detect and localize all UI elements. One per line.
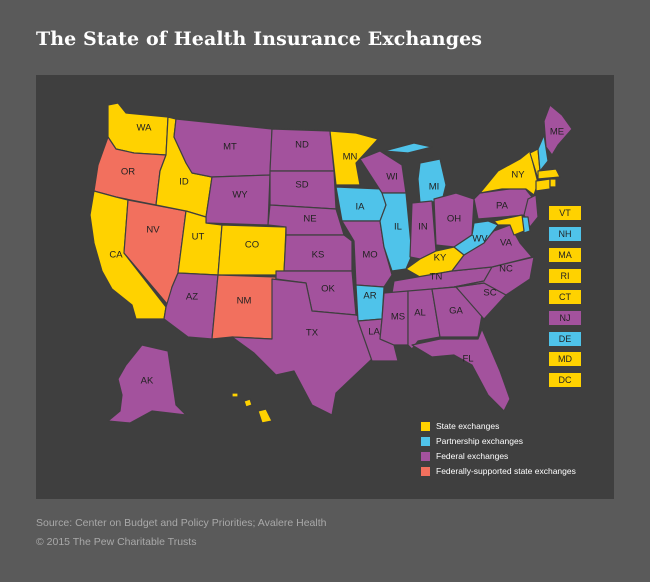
- label-co: CO: [245, 240, 259, 251]
- label-al: AL: [414, 308, 426, 319]
- label-ky: KY: [434, 253, 447, 264]
- label-ny: NY: [511, 170, 525, 181]
- label-wv: WV: [472, 234, 488, 245]
- label-va: VA: [500, 238, 513, 249]
- state-ga[interactable]: [431, 286, 483, 338]
- label-pa: PA: [496, 201, 509, 212]
- label-ut: UT: [192, 232, 205, 243]
- legend-label: Federal exchanges: [436, 451, 509, 461]
- label-mo: MO: [362, 250, 377, 261]
- small-state-code: DE: [558, 334, 572, 344]
- small-state-code: VT: [559, 208, 571, 218]
- label-oh: OH: [447, 214, 461, 225]
- label-nc: NC: [499, 264, 513, 275]
- map-panel: WA OR CA NV ID MT WY UT CO AZ NM ND SD N…: [36, 75, 614, 499]
- small-state-badge-nh: NH: [549, 227, 581, 241]
- label-sd: SD: [295, 180, 308, 191]
- label-sc: SC: [483, 288, 496, 299]
- label-fl: FL: [462, 354, 473, 365]
- small-state-badge-vt: VT: [549, 206, 581, 220]
- legend-swatch: [421, 452, 430, 461]
- label-or: OR: [121, 167, 135, 178]
- state-ak[interactable]: [107, 344, 187, 424]
- label-il: IL: [394, 222, 402, 233]
- legend-label: Federally-supported state exchanges: [436, 466, 576, 476]
- state-ks[interactable]: [283, 234, 353, 272]
- label-id: ID: [179, 177, 189, 188]
- label-wy: WY: [232, 190, 248, 201]
- state-ny[interactable]: [479, 150, 539, 196]
- label-me: ME: [550, 127, 564, 138]
- label-mi: MI: [429, 182, 440, 193]
- small-state-badge-ma: MA: [549, 248, 581, 262]
- label-ak: AK: [141, 376, 154, 387]
- legend-swatch: [421, 422, 430, 431]
- label-az: AZ: [186, 292, 198, 303]
- state-nc[interactable]: [453, 256, 535, 296]
- small-state-badge-md: MD: [549, 352, 581, 366]
- label-ar: AR: [363, 291, 376, 302]
- source-note: Source: Center on Budget and Policy Prio…: [36, 517, 327, 529]
- label-ca: CA: [109, 250, 123, 261]
- legend-swatch: [421, 467, 430, 476]
- state-mn[interactable]: [329, 130, 379, 186]
- label-ga: GA: [449, 306, 463, 317]
- state-hi-3[interactable]: [257, 408, 273, 424]
- label-ia: IA: [356, 202, 366, 213]
- small-state-code: NJ: [559, 313, 571, 323]
- legend-label: Partnership exchanges: [436, 436, 523, 446]
- small-state-code: MD: [558, 354, 572, 364]
- legend-swatch: [421, 437, 430, 446]
- label-la: LA: [368, 327, 380, 338]
- small-state-code: RI: [560, 271, 570, 281]
- state-nh[interactable]: [537, 134, 549, 172]
- state-nm[interactable]: [211, 274, 277, 340]
- legend-label: State exchanges: [436, 421, 500, 431]
- label-wa: WA: [137, 123, 153, 134]
- us-map: WA OR CA NV ID MT WY UT CO AZ NM ND SD N…: [89, 102, 573, 424]
- label-ks: KS: [312, 250, 325, 261]
- small-state-code: MA: [558, 250, 572, 260]
- label-tn: TN: [430, 272, 443, 283]
- state-wv[interactable]: [453, 220, 499, 256]
- state-ri[interactable]: [549, 178, 557, 188]
- label-wi: WI: [386, 172, 398, 183]
- label-nd: ND: [295, 140, 309, 151]
- state-fl[interactable]: [411, 328, 511, 412]
- label-ne: NE: [303, 214, 316, 225]
- small-state-code: CT: [559, 292, 571, 302]
- small-state-code: NH: [558, 229, 572, 239]
- state-wy[interactable]: [205, 174, 271, 226]
- label-tx: TX: [306, 328, 319, 339]
- small-state-badge-ri: RI: [549, 269, 581, 283]
- state-md[interactable]: [493, 214, 525, 236]
- small-state-code: DC: [558, 375, 572, 385]
- page-title: The State of Health Insurance Exchanges: [36, 28, 483, 50]
- state-ct[interactable]: [535, 178, 551, 192]
- label-mn: MN: [343, 152, 358, 163]
- copyright-note: © 2015 The Pew Charitable Trusts: [36, 536, 197, 548]
- label-mt: MT: [223, 142, 237, 153]
- state-il[interactable]: [379, 192, 413, 272]
- state-me[interactable]: [543, 104, 573, 156]
- state-wi[interactable]: [359, 150, 407, 194]
- small-state-badge-de: DE: [549, 332, 581, 346]
- state-ma[interactable]: [537, 168, 561, 180]
- label-nm: NM: [237, 296, 252, 307]
- label-nv: NV: [146, 225, 160, 236]
- small-state-badge-ct: CT: [549, 290, 581, 304]
- small-state-badge-nj: NJ: [549, 311, 581, 325]
- label-ok: OK: [321, 284, 335, 295]
- small-state-badge-dc: DC: [549, 373, 581, 387]
- state-hi-2[interactable]: [243, 398, 253, 408]
- state-tx[interactable]: [231, 278, 375, 416]
- label-ms: MS: [391, 312, 405, 323]
- state-hi-1[interactable]: [231, 392, 239, 398]
- label-in: IN: [418, 222, 428, 233]
